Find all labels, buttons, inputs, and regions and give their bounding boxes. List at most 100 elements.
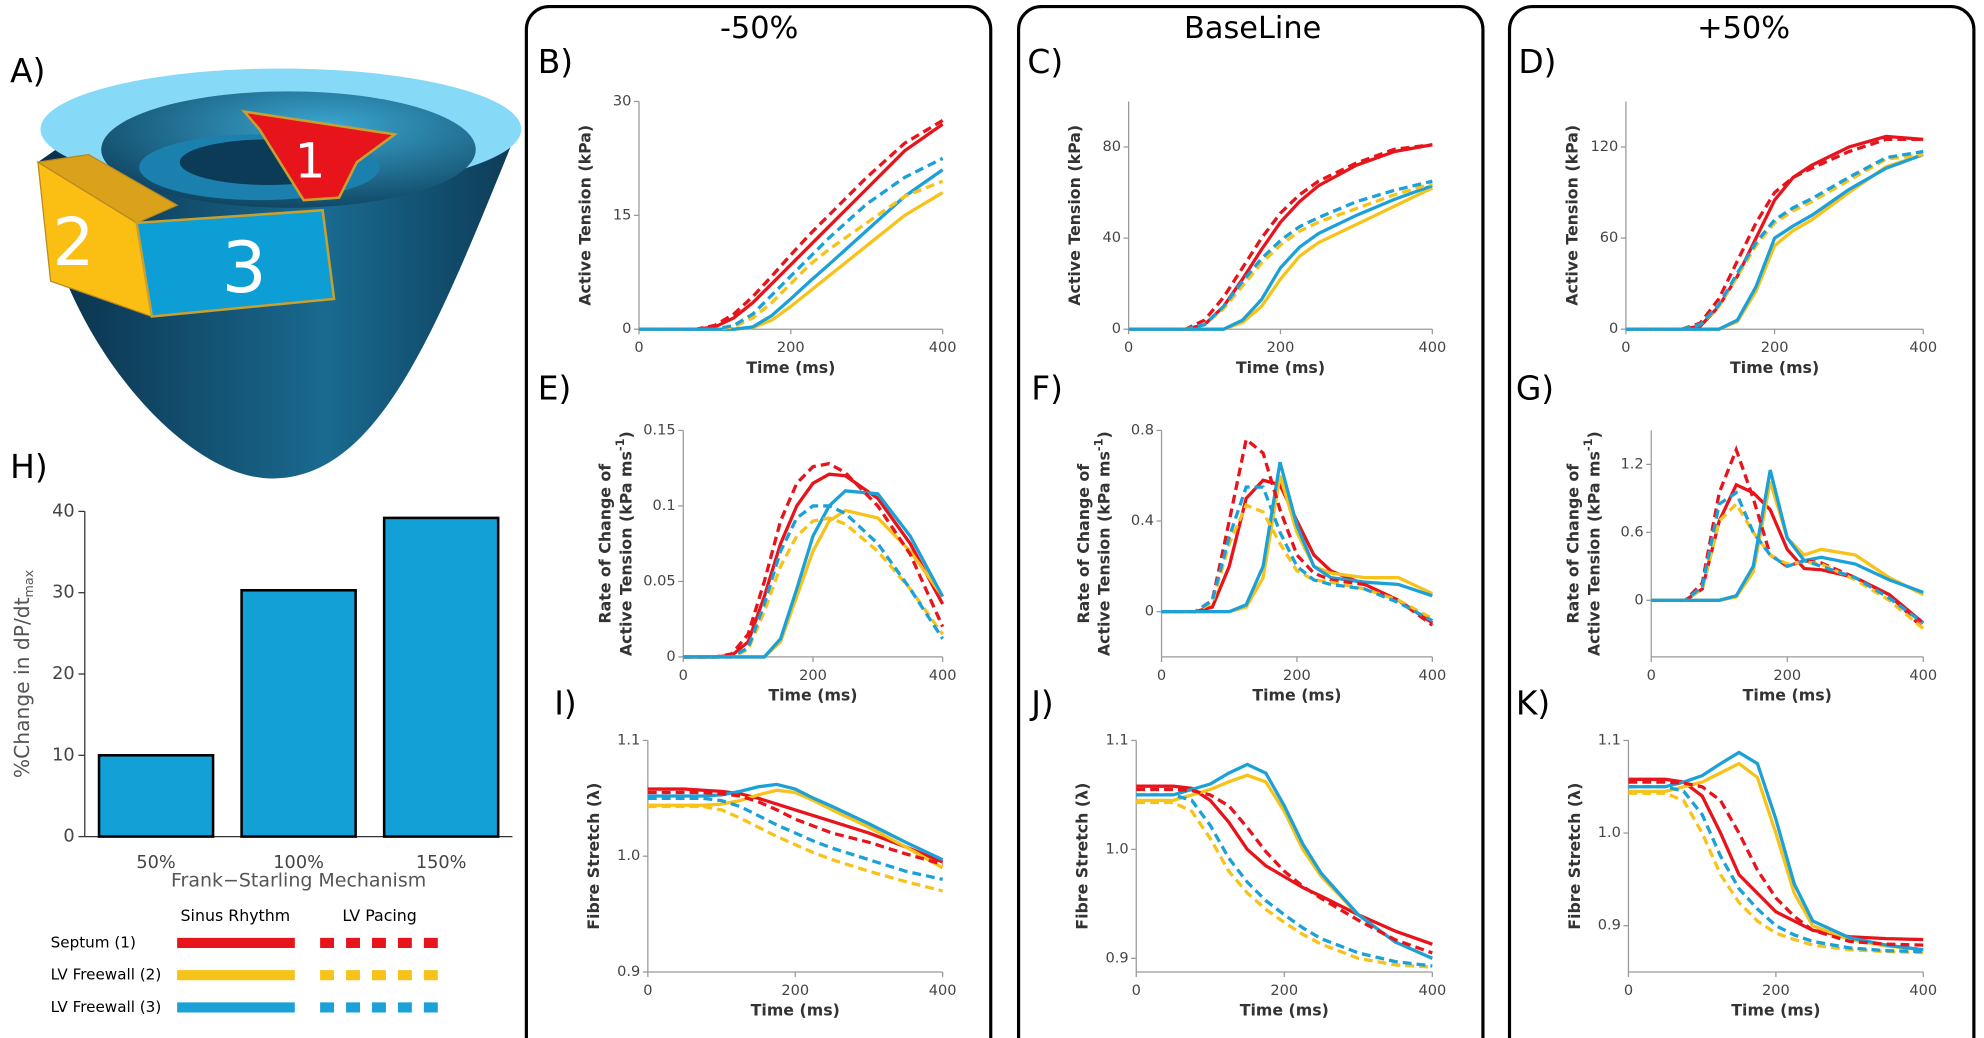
panel-letter: A): [10, 51, 45, 90]
panel-letter: K): [1516, 684, 1550, 723]
line-series: [638, 191, 944, 331]
line-series: [683, 472, 945, 659]
y-axis-label: Fibre Stretch (λ): [584, 783, 603, 930]
line-series: [683, 461, 945, 659]
panel-letter: D): [1518, 42, 1556, 81]
x-tick-label: 400: [929, 667, 957, 684]
x-tick-label: 0: [1157, 667, 1166, 684]
line-series: [647, 788, 944, 870]
line-series: [1128, 179, 1433, 331]
line-series: [647, 804, 944, 893]
y-tick-label: 0.4: [1131, 512, 1154, 529]
bar: [240, 588, 357, 838]
y-tick-label: 0.9: [617, 963, 640, 980]
x-tick-label: 400: [1909, 339, 1937, 356]
region-label: 1: [295, 134, 326, 190]
line-series: [1625, 134, 1924, 331]
y-tick-label: 0.05: [643, 572, 675, 589]
x-tick-label: 200: [1267, 339, 1295, 356]
column-frame: [1016, 4, 1485, 1038]
panel-letter: C): [1027, 42, 1063, 81]
x-tick-label: 100%: [273, 853, 324, 873]
line-series: [1136, 762, 1433, 960]
line-series: [1136, 793, 1433, 968]
x-tick-label: 400: [929, 339, 957, 356]
x-tick-label: 200: [1283, 667, 1311, 684]
x-axis-label: Time (ms): [746, 358, 835, 377]
y-tick-label: 0.6: [1620, 523, 1643, 540]
legend-label: LV Freewall (3): [51, 998, 162, 1016]
x-axis-label: Time (ms): [1240, 1001, 1329, 1020]
x-axis-label: Time (ms): [1236, 358, 1325, 377]
y-tick-label: 20: [52, 664, 75, 684]
y-tick-label: 15: [613, 206, 632, 223]
x-tick-label: 200: [777, 339, 805, 356]
y-axis-label-sup: -1: [1580, 438, 1594, 451]
x-tick-label: 400: [1418, 982, 1446, 999]
y-axis-label-end: ): [1094, 431, 1113, 438]
y-tick-label: 1.1: [617, 731, 640, 748]
line-series: [1625, 153, 1924, 331]
bar: [97, 754, 215, 838]
x-tick-label: 0: [1621, 339, 1630, 356]
column-header: -50%: [720, 11, 798, 46]
x-axis-label: Time (ms): [751, 1001, 840, 1020]
panel-letter: G): [1516, 368, 1554, 407]
y-tick-label: 0: [622, 320, 631, 337]
y-axis-label-sup: -1: [1091, 438, 1105, 451]
y-tick-label: 0.15: [643, 421, 675, 438]
y-tick-label: 1.0: [617, 847, 640, 864]
x-tick-label: 200: [799, 667, 827, 684]
line-series: [1128, 181, 1433, 331]
x-tick-label: 0: [1124, 339, 1133, 356]
line-series: [1161, 461, 1433, 614]
y-axis-label-sub: max: [21, 569, 36, 597]
line-series: [647, 782, 944, 862]
x-tick-label: 400: [1418, 339, 1446, 356]
segment-1: [241, 109, 398, 202]
y-tick-label: 0.9: [1598, 917, 1621, 934]
y-axis-label-text: %Change in dP/dt: [9, 597, 33, 778]
x-tick-label: 0: [1132, 982, 1141, 999]
line-series: [1161, 436, 1434, 627]
y-tick-label: 0: [1634, 591, 1643, 608]
x-axis-label: Frank−Starling Mechanism: [171, 869, 426, 891]
heart-model: [36, 68, 522, 479]
x-tick-label: 400: [929, 982, 957, 999]
line-series: [683, 489, 945, 659]
line-series: [1136, 787, 1433, 955]
x-axis-label: Time (ms): [1252, 686, 1341, 705]
y-tick-label: 40: [52, 501, 75, 521]
line-series: [1628, 761, 1924, 952]
y-axis-label: %Change in dP/dtmax: [9, 569, 35, 778]
x-axis-label: Time (ms): [1743, 686, 1832, 705]
x-tick-label: 400: [1909, 982, 1937, 999]
y-axis-label: Active Tension (kPa ms-1): [1580, 431, 1602, 656]
panel-letter: E): [538, 368, 572, 407]
region-label: 3: [222, 226, 267, 309]
region-label: 2: [52, 204, 94, 281]
y-tick-label: 0: [1609, 320, 1618, 337]
segment-3: [135, 208, 336, 318]
line-series: [1628, 785, 1924, 954]
y-axis-label: Rate of Change of: [1074, 463, 1093, 624]
x-tick-label: 200: [1773, 667, 1801, 684]
line-series: [1128, 186, 1434, 331]
y-tick-label: 1.0: [1106, 840, 1129, 857]
x-axis-label: Time (ms): [1730, 358, 1819, 377]
line-series: [1651, 482, 1925, 625]
bar: [382, 516, 500, 838]
legend-label: Septum (1): [51, 933, 136, 951]
y-axis-label-text: Active Tension (kPa ms: [1094, 451, 1113, 656]
line-series: [683, 504, 945, 659]
y-axis-label-text: Active Tension (kPa ms: [616, 451, 635, 656]
line-series: [1136, 800, 1433, 969]
y-tick-label: 0.8: [1131, 421, 1154, 438]
line-series: [647, 787, 944, 864]
line-series: [1651, 490, 1925, 625]
panel-letter: J): [1029, 684, 1054, 723]
y-axis-label: Active Tension (kPa ms-1): [613, 431, 635, 656]
y-axis-label: Active Tension (kPa ms-1): [1091, 431, 1113, 656]
panel-letter: B): [538, 42, 573, 81]
